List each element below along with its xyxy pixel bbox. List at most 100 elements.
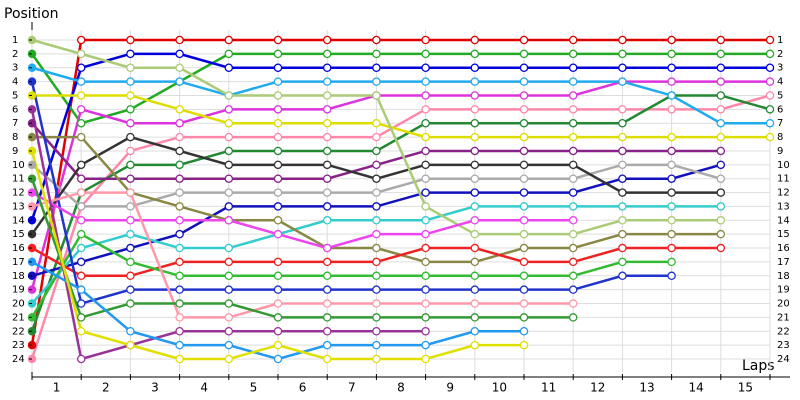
lap-marker <box>421 35 430 45</box>
lap-marker <box>76 216 86 225</box>
x-tick-label: 7 <box>348 381 356 395</box>
lap-marker <box>372 49 381 59</box>
lap-marker <box>273 202 283 211</box>
lap-line <box>31 191 574 250</box>
lap-marker <box>372 327 381 336</box>
lap-marker <box>175 299 184 308</box>
lap-marker <box>667 91 676 100</box>
lap-marker <box>372 118 381 128</box>
y-tick-label: 1 <box>12 35 18 46</box>
lap-line <box>30 52 770 125</box>
x-tick-label: 14 <box>689 381 704 395</box>
lap-marker <box>519 285 529 294</box>
lap-marker <box>224 327 234 336</box>
lap-marker <box>568 229 578 239</box>
lap-marker <box>175 146 184 156</box>
y-tick-label: 11 <box>12 174 25 185</box>
lap-marker <box>175 77 184 86</box>
y-tick-label: 5 <box>12 90 18 101</box>
lap-marker <box>126 63 135 72</box>
lap-marker <box>421 77 430 86</box>
lap-marker <box>568 285 578 294</box>
lap-marker <box>175 257 184 267</box>
lap-marker <box>519 160 529 170</box>
y-tick-label: 15 <box>12 229 25 240</box>
lap-line <box>30 94 771 360</box>
lap-marker <box>372 77 381 86</box>
lap-marker <box>421 91 430 100</box>
lap-marker <box>716 202 726 211</box>
lap-marker <box>224 340 234 350</box>
lap-marker <box>470 327 480 336</box>
lap-marker <box>519 118 529 128</box>
lap-marker <box>667 271 676 281</box>
lap-marker <box>126 257 135 267</box>
lap-marker <box>322 299 332 308</box>
lap-marker <box>716 160 726 170</box>
lap-marker <box>372 243 381 253</box>
lap-marker <box>126 271 135 281</box>
lap-marker <box>519 174 529 183</box>
lap-marker <box>618 174 627 183</box>
lap-marker <box>224 299 234 308</box>
lap-line <box>31 66 770 125</box>
lap-marker <box>175 313 184 322</box>
y-tick-label: 19 <box>12 285 25 296</box>
lap-marker <box>126 243 135 253</box>
y-tick-label-right: 16 <box>777 243 790 254</box>
lap-marker <box>372 202 381 211</box>
lap-marker <box>716 216 726 225</box>
lap-marker <box>126 49 135 59</box>
lap-marker <box>716 49 726 59</box>
lap-marker <box>76 160 86 170</box>
lap-marker <box>568 313 578 322</box>
lap-marker <box>421 160 430 170</box>
lap-marker <box>618 105 627 114</box>
lap-marker <box>568 188 578 197</box>
lap-marker <box>421 229 430 239</box>
lap-marker <box>76 285 86 294</box>
lap-marker <box>716 174 726 183</box>
lap-marker <box>618 35 627 45</box>
lap-marker <box>618 49 627 59</box>
lap-marker <box>421 340 430 350</box>
lap-marker <box>765 35 775 45</box>
lap-marker <box>76 49 86 59</box>
lap-marker <box>765 63 775 72</box>
lap-marker <box>273 257 283 267</box>
lap-marker <box>667 202 676 211</box>
lap-marker <box>175 160 184 170</box>
lap-marker <box>175 229 184 239</box>
lap-marker <box>372 146 381 156</box>
y-tick-label: 16 <box>12 243 25 254</box>
lap-marker <box>421 105 430 114</box>
lap-marker <box>716 188 726 197</box>
x-axis-title: Laps <box>742 358 775 374</box>
lap-marker <box>765 91 775 100</box>
lap-marker <box>568 105 578 114</box>
lap-marker <box>568 77 578 86</box>
lap-marker <box>470 160 480 170</box>
lap-marker <box>568 63 578 72</box>
lap-marker <box>716 132 726 142</box>
y-tick-label-right: 17 <box>777 257 790 268</box>
y-tick-label: 6 <box>12 104 18 115</box>
lap-marker <box>175 35 184 45</box>
lap-marker <box>76 243 86 253</box>
lap-marker <box>175 63 184 72</box>
lap-marker <box>765 77 775 86</box>
lap-marker <box>126 35 135 45</box>
lap-marker <box>421 146 430 156</box>
lap-marker <box>568 299 578 308</box>
lap-marker <box>568 160 578 170</box>
lap-marker <box>126 202 135 211</box>
lap-marker <box>273 35 283 45</box>
y-tick-label-right: 3 <box>777 63 783 74</box>
lap-marker <box>322 257 332 267</box>
y-tick-label: 2 <box>12 49 18 60</box>
lap-marker <box>224 63 234 72</box>
y-tick-label: 17 <box>12 257 25 268</box>
lap-marker <box>273 229 283 239</box>
lap-marker <box>421 118 430 128</box>
lap-marker <box>126 174 135 183</box>
